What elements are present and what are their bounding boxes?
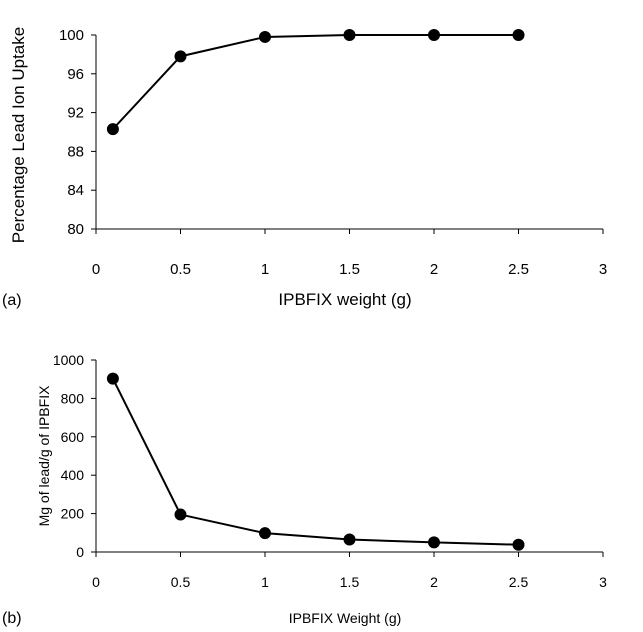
chart-b-data-point xyxy=(106,372,119,385)
chart-a-y-axis-title: Percentage Lead Ion Uptake xyxy=(9,27,28,243)
chart-a-data-point xyxy=(512,29,525,41)
chart-a: Percentage Lead Ion Uptake IPBFIX weight… xyxy=(2,27,607,309)
chart-a-x-tick-label: 1 xyxy=(261,261,269,278)
chart-a-x-ticks: 0 0.5 1 1.5 2 2.5 3 xyxy=(92,229,607,278)
chart-b-y-tick-label: 800 xyxy=(61,390,85,406)
chart-b-data-point xyxy=(428,536,440,549)
chart-b-data-point xyxy=(512,538,525,551)
chart-a-y-ticks: 80 84 88 92 96 100 xyxy=(59,27,96,238)
chart-a-data-point xyxy=(428,29,440,41)
chart-b-x-tick-label: 1.5 xyxy=(340,574,360,590)
chart-a-y-tick-label: 100 xyxy=(59,27,84,44)
chart-b: Mg of lead/g of IPBFIX IPBFIX Weight (g)… xyxy=(2,352,607,627)
chart-b-y-tick-label: 1000 xyxy=(53,352,84,368)
chart-b-x-tick-label: 0.5 xyxy=(171,574,191,590)
chart-b-data-point xyxy=(174,508,187,521)
chart-b-y-tick-label: 400 xyxy=(61,467,85,483)
chart-a-y-tick-label: 88 xyxy=(67,143,84,160)
chart-a-x-tick-label: 2.5 xyxy=(508,261,529,278)
chart-b-panel-label: (b) xyxy=(2,610,22,627)
chart-a-x-tick-label: 1.5 xyxy=(339,261,360,278)
chart-b-x-axis-title: IPBFIX Weight (g) xyxy=(289,610,402,626)
chart-b-y-tick-label: 600 xyxy=(61,429,85,445)
chart-b-x-tick-label: 1 xyxy=(261,574,269,590)
chart-b-x-ticks: 0 0.5 1 1.5 2 2.5 3 xyxy=(92,552,607,590)
chart-b-series-line xyxy=(112,378,519,546)
chart-a-y-tick-label: 92 xyxy=(67,105,84,122)
chart-b-y-tick-label: 200 xyxy=(61,506,85,522)
chart-a-y-tick-label: 80 xyxy=(67,221,84,238)
chart-b-x-tick-label: 3 xyxy=(599,574,607,590)
chart-b-marks xyxy=(106,372,525,551)
chart-a-marks xyxy=(106,29,525,136)
chart-b-axes xyxy=(95,360,603,553)
chart-b-x-tick-label: 2 xyxy=(430,574,438,590)
chart-a-x-tick-label: 3 xyxy=(599,261,607,278)
chart-b-y-axis-title: Mg of lead/g of IPBFIX xyxy=(36,385,52,527)
chart-a-x-tick-label: 0 xyxy=(92,261,100,278)
chart-b-x-tick-label: 0 xyxy=(92,574,100,590)
chart-a-series-line xyxy=(112,34,519,130)
chart-a-data-point xyxy=(259,30,271,43)
chart-a-x-tick-label: 0.5 xyxy=(170,261,191,278)
chart-b-data-point xyxy=(259,527,271,540)
chart-a-x-tick-label: 2 xyxy=(430,261,438,278)
chart-a-axes xyxy=(95,35,603,230)
chart-a-y-tick-label: 96 xyxy=(67,66,84,83)
chart-b-y-ticks: 0 200 400 600 800 1000 xyxy=(53,352,96,560)
chart-a-data-point xyxy=(343,29,356,41)
chart-a-x-axis-title: IPBFIX weight (g) xyxy=(278,290,411,309)
chart-b-y-tick-label: 0 xyxy=(76,544,84,560)
chart-b-data-point xyxy=(343,533,356,546)
chart-a-panel-label: (a) xyxy=(2,292,22,309)
chart-a-y-tick-label: 84 xyxy=(67,182,84,199)
chart-a-data-point xyxy=(106,123,119,136)
chart-a-data-point xyxy=(174,50,187,63)
chart-b-x-tick-label: 2.5 xyxy=(509,574,529,590)
